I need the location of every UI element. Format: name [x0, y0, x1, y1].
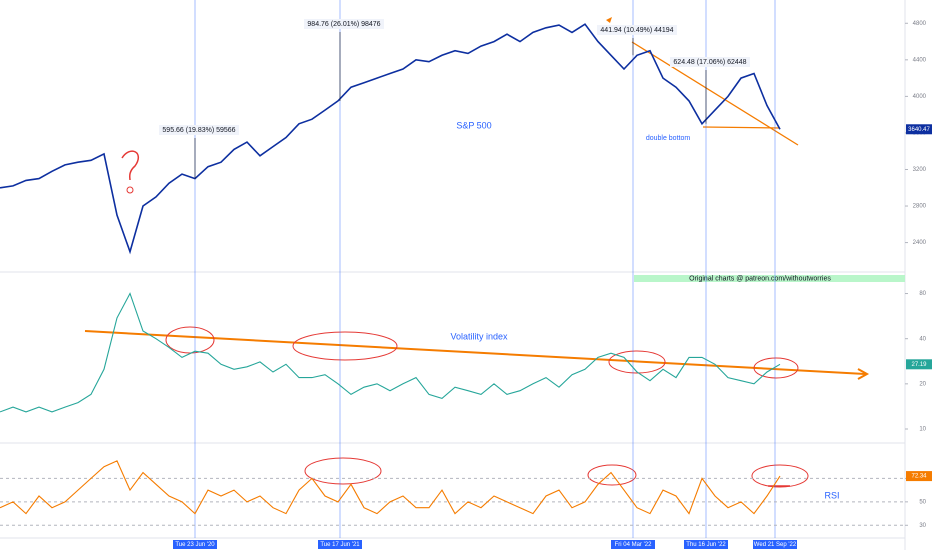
date-label: Wed 21 Sep '22: [754, 542, 797, 548]
measure-label: 595.66 (19.83%) 59566: [162, 127, 235, 134]
support-line: [702, 126, 781, 129]
highlight-circle: [587, 464, 637, 486]
date-label-box: [753, 540, 797, 549]
series-line: [0, 23, 781, 255]
y-tick-label: 40: [919, 336, 926, 342]
pane-title: Volatility index: [450, 331, 508, 341]
highlight-circle: [608, 350, 666, 374]
question-mark: [121, 150, 140, 181]
highlight-circle: [751, 464, 809, 488]
vix-trendline: [84, 330, 866, 375]
measure-box: [304, 19, 384, 29]
pane-title: RSI: [824, 490, 839, 500]
date-label-box: [173, 540, 217, 549]
y-tick-label: 20: [919, 381, 926, 387]
y-tick-label: 80: [919, 291, 926, 297]
banner-text: Original charts @ patreon.com/withoutwor…: [689, 275, 831, 282]
date-label: Fri 04 Mar '22: [615, 542, 652, 548]
date-label-box: [318, 540, 362, 549]
last-price-box: [906, 471, 932, 482]
measure-box: [159, 125, 239, 135]
measure-box: [597, 25, 677, 35]
measure-label: 624.48 (17.06%) 62448: [673, 59, 746, 66]
date-label: Thu 16 Jun '22: [686, 542, 726, 548]
y-tick-label: 4800: [913, 21, 927, 27]
y-tick-label: 50: [919, 499, 926, 505]
arrow-head: [606, 17, 612, 23]
date-label-box: [611, 540, 655, 549]
y-tick-label: 4000: [913, 94, 927, 100]
y-tick-label: 10: [919, 427, 926, 433]
measure-label: 441.94 (10.49%) 44194: [600, 27, 673, 34]
measure-box: [670, 57, 750, 67]
date-label-box: [684, 540, 728, 549]
annotation: double bottom: [646, 135, 691, 142]
y-tick-label: 3200: [913, 167, 927, 173]
last-price-box: [906, 124, 932, 135]
last-price: 72.34: [911, 474, 927, 480]
highlight-circle: [753, 357, 799, 379]
question-dot: [126, 186, 134, 194]
date-label: Tue 17 Jun '21: [320, 542, 360, 548]
banner: [634, 275, 905, 282]
last-price-box: [906, 359, 932, 370]
y-tick-label: 2800: [913, 204, 927, 210]
date-label: Tue 23 Jun '20: [175, 542, 215, 548]
arrow-head: [857, 368, 870, 380]
highlight-circle: [292, 331, 398, 361]
series-line: [0, 460, 781, 515]
last-price: 3640.47: [908, 127, 930, 133]
y-tick-label: 30: [919, 523, 926, 529]
y-tick-label: 4400: [913, 57, 927, 63]
highlight-circle: [304, 457, 382, 485]
pane-title: S&P 500: [456, 120, 491, 130]
y-tick-label: 2400: [913, 240, 927, 246]
last-price: 27.19: [911, 362, 927, 368]
measure-label: 984.76 (26.01%) 98476: [307, 21, 380, 28]
series-line: [0, 292, 781, 413]
